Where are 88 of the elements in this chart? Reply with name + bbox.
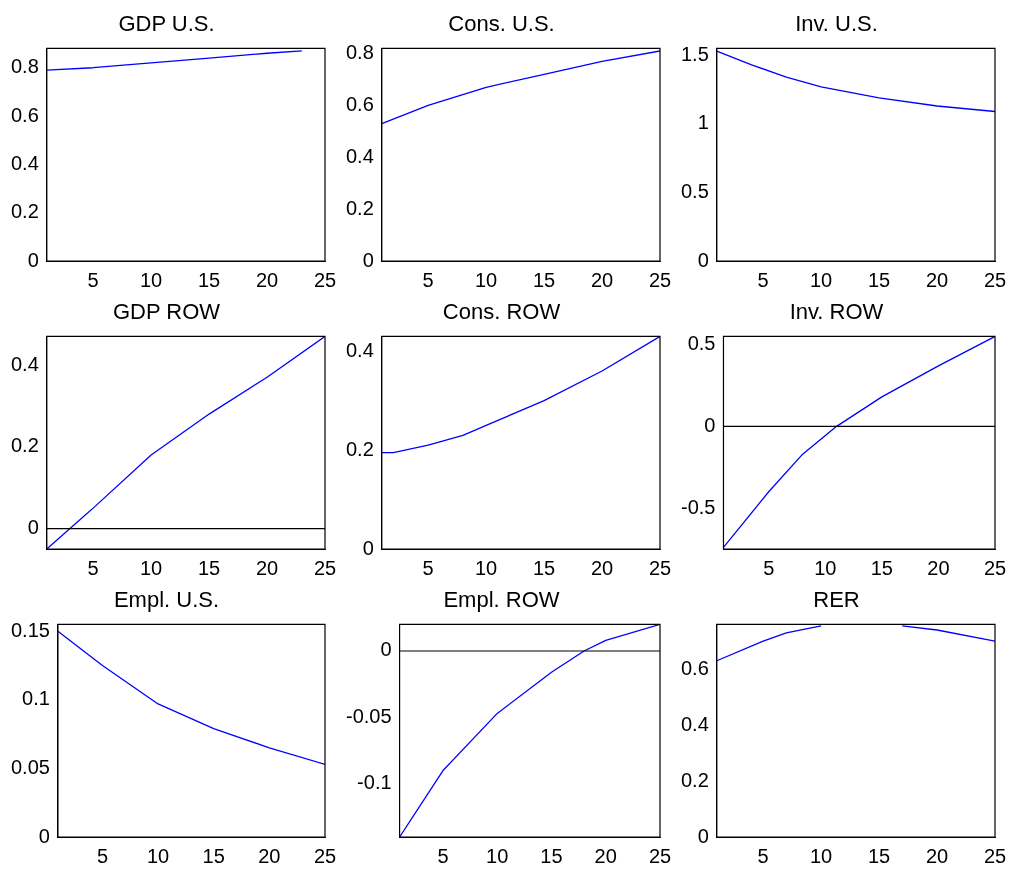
x-tick-label: 20 <box>594 844 617 867</box>
x-tick-label: 10 <box>475 268 498 291</box>
x-tick-label: 5 <box>757 844 769 867</box>
y-tick-label: 0 <box>704 413 716 436</box>
chart-title: RER <box>813 587 860 613</box>
x-tick-label: 25 <box>983 268 1007 291</box>
x-tick-label: 20 <box>590 556 614 579</box>
x-tick-label: 25 <box>648 844 672 867</box>
x-tick-label: 5 <box>96 844 108 867</box>
x-tick-label: 25 <box>313 844 337 867</box>
y-tick-label: 0.8 <box>345 41 374 64</box>
x-tick-label: 5 <box>437 844 449 867</box>
chart-title: Cons. U.S. <box>448 11 555 37</box>
chart-title: GDP U.S. <box>118 11 215 37</box>
x-tick-label: 15 <box>532 268 556 291</box>
x-tick-label: 25 <box>648 268 672 291</box>
chart-title: GDP ROW <box>112 299 221 325</box>
y-tick-label: 0.4 <box>345 144 374 167</box>
x-tick-label: 15 <box>867 844 891 867</box>
y-tick-label: 0.2 <box>345 437 374 460</box>
x-tick-label: 25 <box>983 556 1007 579</box>
x-tick-label: 5 <box>87 556 99 579</box>
x-tick-label: 5 <box>422 268 434 291</box>
y-tick-label: 0 <box>27 516 39 539</box>
x-tick-label: 10 <box>810 268 833 291</box>
y-tick-label: 0 <box>362 536 374 559</box>
x-tick-label: 25 <box>313 268 337 291</box>
y-tick-label: 0.05 <box>10 755 50 778</box>
y-tick-label: 0.4 <box>10 151 39 174</box>
chart-title: Empl. ROW <box>443 587 560 613</box>
y-tick-label: -0.5 <box>680 495 716 518</box>
y-tick-label: 0.4 <box>680 712 709 735</box>
y-tick-label: 0.15 <box>10 618 50 641</box>
y-tick-label: 0.5 <box>687 332 716 355</box>
x-tick-label: 5 <box>757 268 769 291</box>
x-tick-label: 20 <box>927 556 950 579</box>
y-tick-label: 0 <box>362 248 374 271</box>
y-tick-label: 0.6 <box>10 103 39 126</box>
x-tick-label: 20 <box>590 268 614 291</box>
x-tick-label: 20 <box>925 844 949 867</box>
x-tick-label: 5 <box>422 556 434 579</box>
y-tick-label: 0.6 <box>345 92 374 115</box>
x-tick-label: 20 <box>925 268 949 291</box>
y-tick-label: 0.4 <box>345 338 374 361</box>
x-tick-label: 10 <box>810 844 833 867</box>
x-tick-label: 15 <box>197 556 221 579</box>
chart-title: Cons. ROW <box>442 299 561 325</box>
chart-title: Inv. U.S. <box>795 11 878 37</box>
x-tick-label: 15 <box>867 268 891 291</box>
y-tick-label: 1 <box>697 111 709 134</box>
x-tick-label: 25 <box>313 556 337 579</box>
y-tick-label: 0.6 <box>680 656 709 679</box>
x-tick-label: 15 <box>540 844 563 867</box>
y-tick-label: 0.5 <box>680 179 709 202</box>
y-tick-label: 0.2 <box>10 200 39 223</box>
x-tick-label: 10 <box>146 844 170 867</box>
x-tick-label: 15 <box>532 556 556 579</box>
y-tick-label: 0 <box>380 638 392 661</box>
chart-title: Inv. ROW <box>789 299 884 325</box>
y-tick-label: -0.1 <box>357 771 392 794</box>
x-tick-label: 15 <box>870 556 893 579</box>
x-tick-label: 20 <box>258 844 281 867</box>
x-tick-label: 20 <box>255 556 279 579</box>
x-tick-label: 20 <box>255 268 279 291</box>
y-tick-label: 0.2 <box>680 768 709 791</box>
y-tick-label: 0 <box>697 824 709 847</box>
y-tick-label: 0.8 <box>10 55 39 78</box>
chart-title: Empl. U.S. <box>113 587 220 613</box>
x-tick-label: 10 <box>814 556 837 579</box>
x-tick-label: 10 <box>140 268 163 291</box>
y-tick-label: 0 <box>38 824 50 847</box>
y-tick-label: 0 <box>27 248 39 271</box>
x-tick-label: 15 <box>202 844 225 867</box>
x-tick-label: 5 <box>87 268 99 291</box>
y-tick-label: 0.1 <box>22 687 50 710</box>
y-tick-label: 0 <box>697 248 709 271</box>
y-tick-label: -0.05 <box>345 704 392 727</box>
x-tick-label: 25 <box>648 556 672 579</box>
y-tick-label: 0.2 <box>345 196 374 219</box>
x-tick-label: 5 <box>763 556 775 579</box>
y-tick-label: 0.4 <box>10 352 39 375</box>
y-tick-label: 1.5 <box>680 42 709 65</box>
x-tick-label: 25 <box>983 844 1007 867</box>
x-tick-label: 10 <box>486 844 509 867</box>
x-tick-label: 15 <box>197 268 221 291</box>
x-tick-label: 10 <box>140 556 163 579</box>
x-tick-label: 10 <box>475 556 498 579</box>
y-tick-label: 0.2 <box>10 434 39 457</box>
